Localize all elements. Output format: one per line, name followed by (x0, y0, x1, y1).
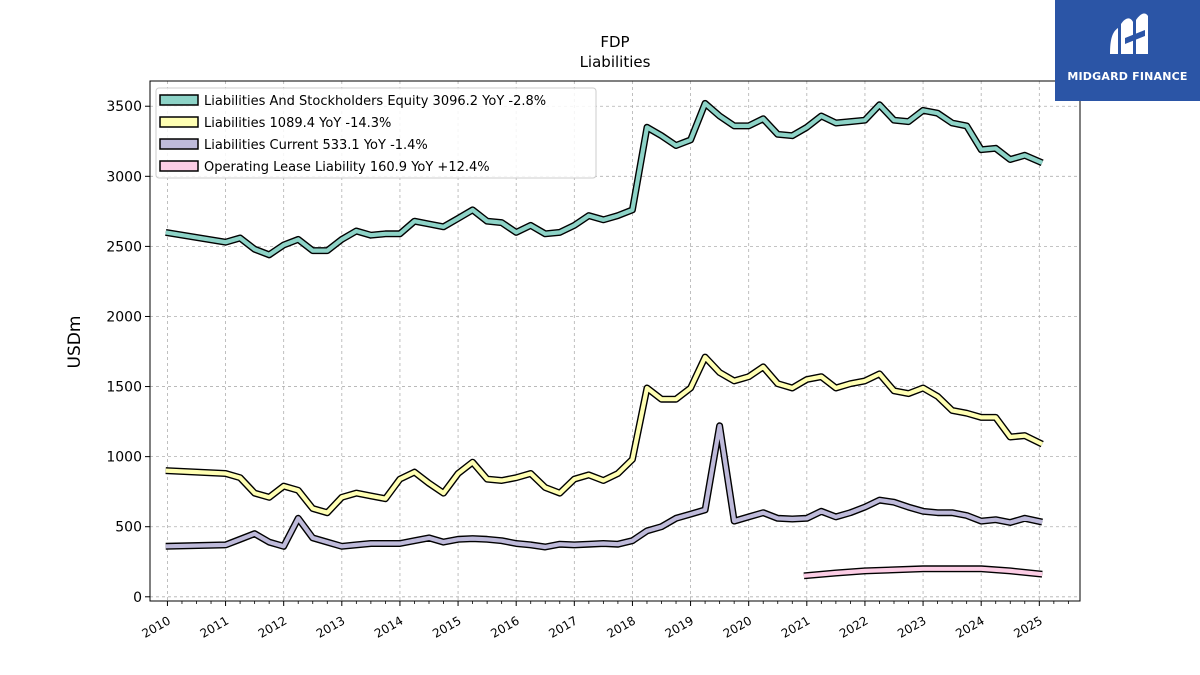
series-line-1 (165, 355, 1044, 515)
x-tick-label: 2010 (139, 613, 172, 640)
x-tick-label: 2014 (372, 613, 405, 640)
y-axis-label: USDm (65, 316, 85, 369)
logo-text: MIDGARD FINANCE (1067, 70, 1188, 83)
legend-swatch (159, 160, 199, 172)
logo-badge: MIDGARD FINANCE (1055, 0, 1200, 101)
x-tick-label: 2015 (430, 613, 463, 640)
y-tick-label: 3500 (106, 99, 142, 115)
series-line-0 (165, 101, 1044, 257)
y-tick-label: 0 (133, 590, 142, 606)
x-tick-label: 2025 (1011, 613, 1044, 640)
x-tick-label: 2023 (895, 613, 928, 640)
legend-label: Liabilities And Stockholders Equity 3096… (204, 94, 546, 109)
x-tick-label: 2011 (198, 613, 231, 640)
x-tick-label: 2018 (604, 613, 637, 640)
stylized-m-logo-icon (1110, 13, 1148, 54)
legend-label: Operating Lease Liability 160.9 YoY +12.… (204, 160, 490, 175)
x-tick-label: 2020 (721, 613, 754, 640)
chart-subtitle: Liabilities (580, 53, 651, 71)
x-tick-label: 2021 (779, 613, 812, 640)
x-tick-label: 2019 (663, 613, 696, 640)
legend-label: Liabilities 1089.4 YoY -14.3% (204, 116, 391, 131)
plot-frame (149, 80, 1081, 602)
legend-swatch (159, 94, 199, 106)
y-tick-label: 2500 (106, 239, 142, 255)
x-tick-label: 2024 (953, 613, 986, 640)
y-tick-label: 3000 (106, 169, 142, 185)
series-line-2 (165, 423, 1043, 550)
x-tick-label: 2022 (837, 613, 870, 640)
legend-box (155, 87, 597, 179)
series-line-3 (803, 566, 1043, 578)
legend: Liabilities And Stockholders Equity 3096… (155, 87, 597, 179)
x-tick-label: 2016 (488, 613, 521, 640)
legend-swatch (159, 138, 199, 150)
y-tick-label: 1000 (106, 450, 142, 466)
x-tick-label: 2012 (256, 613, 289, 640)
chart-title: FDP (600, 33, 629, 51)
y-tick-label: 2000 (106, 309, 142, 325)
x-tick-label: 2013 (314, 613, 347, 640)
legend-label: Liabilities Current 533.1 YoY -1.4% (204, 138, 428, 153)
y-tick-label: 500 (115, 520, 142, 536)
legend-swatch (159, 116, 199, 128)
y-tick-label: 1500 (106, 380, 142, 396)
series-lines (165, 99, 1044, 580)
x-tick-label: 2017 (546, 613, 579, 640)
